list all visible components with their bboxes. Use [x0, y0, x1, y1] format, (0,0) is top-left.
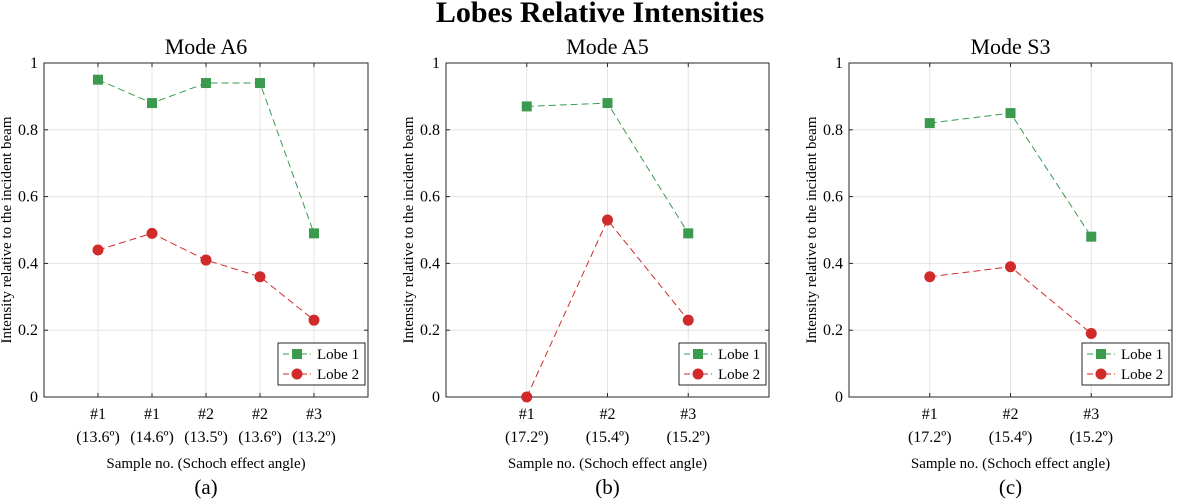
chart-title: Mode A6	[165, 34, 248, 59]
x-tick-sublabel: (15.2º)	[666, 429, 710, 446]
legend-label: Lobe 1	[718, 347, 760, 363]
data-point-lobe-1	[201, 78, 211, 89]
y-tick-label: 0.6	[823, 189, 843, 206]
data-point-lobe-2	[146, 227, 158, 239]
legend-marker-square	[292, 349, 302, 359]
data-point-lobe-2	[602, 214, 613, 226]
data-point-lobe-2	[92, 244, 104, 256]
y-axis-label: Intensity relative to the incident beam	[0, 116, 15, 343]
y-tick-label: 0.2	[18, 322, 38, 339]
y-tick-label: 0.6	[18, 189, 38, 206]
y-tick-label: 0.2	[420, 322, 440, 339]
x-tick-sublabel: (14.6º)	[130, 429, 174, 446]
x-tick-sublabel: (17.2º)	[908, 429, 952, 446]
x-tick-label: #2	[600, 406, 616, 423]
data-point-lobe-1	[602, 98, 613, 109]
y-tick-label: 0.8	[18, 122, 38, 139]
y-tick-label: 0.8	[420, 122, 440, 139]
x-axis-label: Sample no. (Schoch effect angle)	[106, 456, 305, 472]
y-tick-label: 1	[835, 55, 843, 72]
x-axis-label: Sample no. (Schoch effect angle)	[508, 456, 707, 472]
panel-label: (b)	[595, 475, 620, 499]
y-tick-label: 0	[30, 389, 38, 406]
data-point-lobe-1	[521, 101, 532, 112]
data-point-lobe-1	[93, 74, 103, 85]
chart-title: Mode S3	[970, 34, 1050, 59]
legend-label: Lobe 2	[317, 367, 359, 383]
y-tick-label: 0.6	[420, 189, 440, 206]
x-tick-label: #3	[1083, 406, 1099, 423]
y-tick-label: 0	[432, 389, 440, 406]
legend-label: Lobe 1	[317, 347, 359, 363]
x-tick-label: #3	[306, 406, 322, 423]
panel-label: (a)	[194, 475, 217, 499]
x-tick-label: #3	[680, 406, 696, 423]
data-point-lobe-1	[255, 78, 265, 89]
legend-marker-circle	[1095, 368, 1107, 380]
y-tick-label: 0.4	[420, 255, 440, 272]
y-tick-label: 1	[30, 55, 38, 72]
data-point-lobe-2	[200, 254, 212, 266]
legend: Lobe 1 Lobe 2	[1081, 342, 1170, 386]
x-tick-label: #2	[1003, 406, 1019, 423]
x-tick-label: #1	[519, 406, 535, 423]
x-tick-label: #2	[252, 406, 268, 423]
x-tick-sublabel: (13.6º)	[238, 429, 282, 446]
y-tick-label: 0.4	[18, 255, 38, 272]
data-point-lobe-1	[147, 98, 157, 109]
data-point-lobe-1	[1086, 231, 1097, 242]
chart-panel-b: 0 0.2 0.4 0.6 0.8 1 #1 (17.2º) #2 (15.4º) #3 (15.2º…	[401, 34, 770, 499]
legend-marker-circle	[291, 368, 303, 380]
x-tick-sublabel: (13.6º)	[76, 429, 120, 446]
y-tick-label: 0	[835, 389, 843, 406]
data-point-lobe-1	[1005, 108, 1016, 119]
legend-label: Lobe 1	[1121, 347, 1163, 363]
data-point-lobe-2	[1005, 261, 1016, 273]
data-point-lobe-1	[924, 118, 935, 129]
y-axis-label: Intensity relative to the incident beam	[401, 116, 417, 343]
x-tick-sublabel: (17.2º)	[505, 429, 549, 446]
x-tick-sublabel: (15.4º)	[586, 429, 630, 446]
data-point-lobe-1	[309, 228, 319, 239]
data-point-lobe-2	[682, 314, 694, 326]
figure-title: Lobes Relative Intensities	[436, 0, 764, 29]
x-tick-label: #1	[90, 406, 106, 423]
data-point-lobe-2	[1085, 328, 1097, 340]
y-axis-label: Intensity relative to the incident beam	[804, 116, 820, 343]
data-point-lobe-2	[521, 391, 533, 403]
x-tick-label: #1	[144, 406, 160, 423]
y-tick-label: 0.2	[823, 322, 843, 339]
legend-label: Lobe 2	[1121, 367, 1163, 383]
series-line-lobe-2	[526, 219, 689, 398]
legend-marker-circle	[692, 368, 704, 380]
legend-label: Lobe 2	[718, 367, 760, 383]
legend: Lobe 1 Lobe 2	[277, 342, 366, 386]
legend-marker-square	[693, 349, 703, 359]
data-point-lobe-2	[308, 314, 320, 326]
chart-panel-c: 0 0.2 0.4 0.6 0.8 1 #1 (17.2º) #2 (15.4º) #3 (15.2º…	[804, 34, 1173, 499]
x-tick-sublabel: (15.2º)	[1069, 429, 1113, 446]
y-tick-label: 0.8	[823, 122, 843, 139]
x-tick-label: #2	[198, 406, 214, 423]
x-axis-label: Sample no. (Schoch effect angle)	[911, 456, 1110, 472]
y-tick-label: 0.4	[823, 255, 843, 272]
chart-panel-a: 0 0.2 0.4 0.6 0.8 1 #1 (13.6º) #1 (14.6º) #2 (13.5º…	[0, 34, 369, 499]
x-tick-sublabel: (15.4º)	[989, 429, 1033, 446]
y-tick-label: 1	[432, 55, 440, 72]
data-point-lobe-2	[254, 271, 266, 283]
x-tick-sublabel: (13.5º)	[184, 429, 228, 446]
panel-label: (c)	[999, 475, 1022, 499]
legend: Lobe 1 Lobe 2	[678, 342, 767, 386]
data-point-lobe-1	[683, 228, 694, 239]
legend-marker-square	[1096, 349, 1106, 359]
data-point-lobe-2	[924, 271, 936, 283]
x-tick-label: #1	[922, 406, 938, 423]
chart-title: Mode A5	[566, 34, 649, 59]
x-tick-sublabel: (13.2º)	[292, 429, 336, 446]
